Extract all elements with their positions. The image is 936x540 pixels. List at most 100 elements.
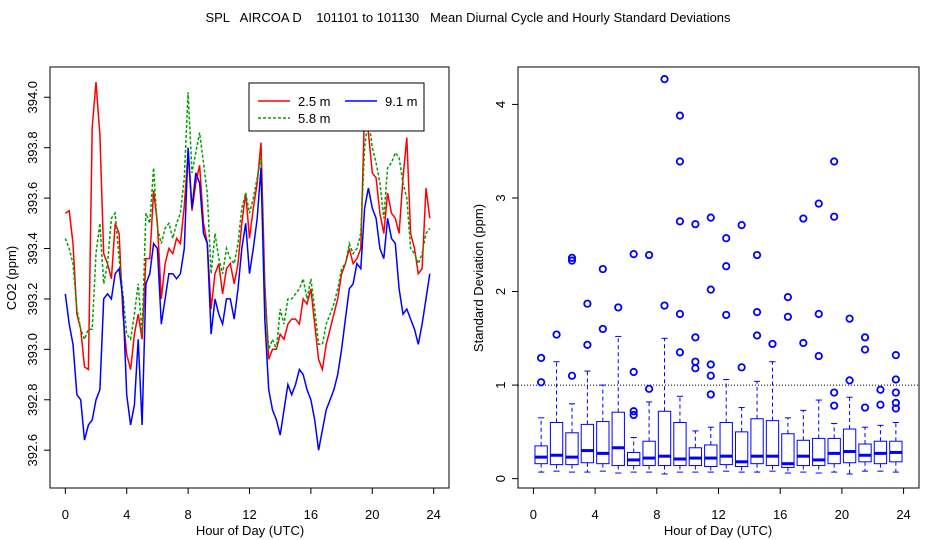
outlier-point — [752, 250, 762, 260]
outlier-point — [860, 403, 870, 412]
series-line-5-8-m — [64, 92, 431, 350]
right-x-tick-label: 20 — [835, 507, 849, 522]
box-iqr — [642, 440, 656, 467]
outlier-point — [722, 262, 731, 271]
outlier-point — [691, 364, 700, 373]
box-iqr — [765, 420, 780, 467]
outlier-point — [814, 351, 823, 361]
figure-title: SPL AIRCOA D 101101 to 101130 Mean Diurn… — [205, 10, 731, 25]
outlier-point — [567, 256, 577, 265]
outlier-point — [675, 348, 685, 357]
right-y-tick-label: 0 — [493, 475, 508, 482]
left-x-tick-label: 0 — [62, 507, 69, 522]
outlier-point — [537, 353, 546, 363]
outlier-point — [675, 157, 685, 166]
box-hour — [889, 351, 903, 473]
outlier-point — [537, 378, 546, 387]
outlier-point — [629, 367, 638, 377]
right-y-tick-label: 4 — [493, 101, 508, 108]
outlier-point — [830, 388, 839, 397]
right-y-axis-label: Standard Deviation (ppm) — [471, 204, 486, 352]
box-hour — [750, 250, 764, 473]
box-iqr — [596, 421, 610, 465]
outlier-point — [722, 234, 731, 243]
outlier-point — [799, 214, 808, 223]
box-iqr — [781, 433, 795, 468]
left-x-tick-label: 4 — [123, 507, 130, 522]
box-hour — [565, 253, 579, 473]
outlier-point — [860, 345, 870, 354]
series-line-9-1-m — [64, 147, 431, 451]
outlier-point — [691, 220, 700, 229]
outlier-point — [783, 312, 793, 321]
outlier-point — [706, 371, 715, 380]
left-x-tick-label: 12 — [242, 507, 256, 522]
legend-label-5-8m: 5.8 m — [298, 111, 331, 126]
outlier-point — [799, 338, 808, 348]
right-y-tick-label: 3 — [493, 194, 508, 201]
outlier-point — [567, 371, 577, 380]
box-hour — [534, 353, 548, 473]
right-x-axis-label: Hour of Day (UTC) — [664, 523, 772, 538]
box-hour — [719, 234, 733, 472]
mean-diurnal-cycle-chart: 0 4 8 12 16 20 24 392.6 392.8 393.0 393.2 393.4 393… — [4, 66, 450, 538]
series-line-2-5-m — [64, 82, 431, 373]
legend: 2.5 m 9.1 m 5.8 m — [248, 82, 425, 132]
outlier-point — [752, 331, 762, 340]
outlier-point — [891, 351, 900, 360]
box-iqr — [673, 422, 687, 467]
outlier-point — [583, 299, 592, 308]
box-hour — [827, 157, 841, 473]
box-hour — [657, 75, 672, 475]
left-y-tick-label: 393.4 — [25, 232, 40, 265]
box-iqr — [842, 428, 857, 464]
left-y-tick-label: 394.0 — [25, 81, 40, 114]
left-x-tick-label: 24 — [426, 507, 440, 522]
left-y-tick-label: 392.8 — [25, 383, 40, 416]
outlier-point — [598, 264, 607, 274]
left-y-tick-label: 393.8 — [25, 131, 40, 164]
right-y-tick-label: 1 — [493, 381, 508, 388]
box-iqr — [734, 431, 749, 467]
outlier-point — [660, 75, 669, 84]
left-y-tick-label: 393.2 — [25, 283, 40, 316]
outlier-point — [830, 212, 839, 221]
outlier-point — [891, 375, 900, 384]
outlier-point — [583, 340, 592, 349]
outlier-point — [768, 339, 777, 349]
outlier-point — [691, 333, 700, 342]
right-x-tick-label: 12 — [711, 507, 725, 522]
box-hour — [580, 299, 595, 473]
box-iqr — [580, 423, 595, 464]
outlier-point — [830, 401, 839, 410]
left-y-tick-label: 392.6 — [25, 434, 40, 467]
box-iqr — [812, 437, 826, 467]
left-x-tick-label: 8 — [184, 507, 191, 522]
box-hour — [596, 264, 610, 472]
right-x-axis: 0 4 8 12 16 20 24 — [530, 487, 911, 522]
outlier-point — [644, 384, 654, 393]
box-iqr — [827, 437, 841, 465]
box-hour — [611, 303, 625, 474]
box-hour — [842, 314, 857, 475]
outlier-point — [675, 309, 685, 319]
outlier-point — [814, 309, 823, 319]
right-x-tick-label: 4 — [591, 507, 598, 522]
left-x-axis-label: Hour of Day (UTC) — [196, 523, 304, 538]
left-y-tick-label: 393.0 — [25, 333, 40, 366]
box-hour — [858, 333, 872, 472]
outlier-point — [752, 308, 762, 317]
right-y-axis: 0 1 2 3 4 — [493, 101, 519, 482]
right-plot-frame — [517, 66, 920, 489]
outlier-point — [644, 250, 654, 260]
right-y-tick-label: 2 — [493, 288, 508, 295]
outlier-point — [629, 250, 638, 259]
box-hour — [673, 111, 687, 473]
box-iqr — [565, 432, 579, 466]
box-iqr — [657, 410, 672, 467]
box-hour — [873, 385, 888, 472]
outlier-point — [737, 221, 746, 230]
outlier-point — [629, 407, 638, 416]
outlier-point — [629, 410, 638, 420]
